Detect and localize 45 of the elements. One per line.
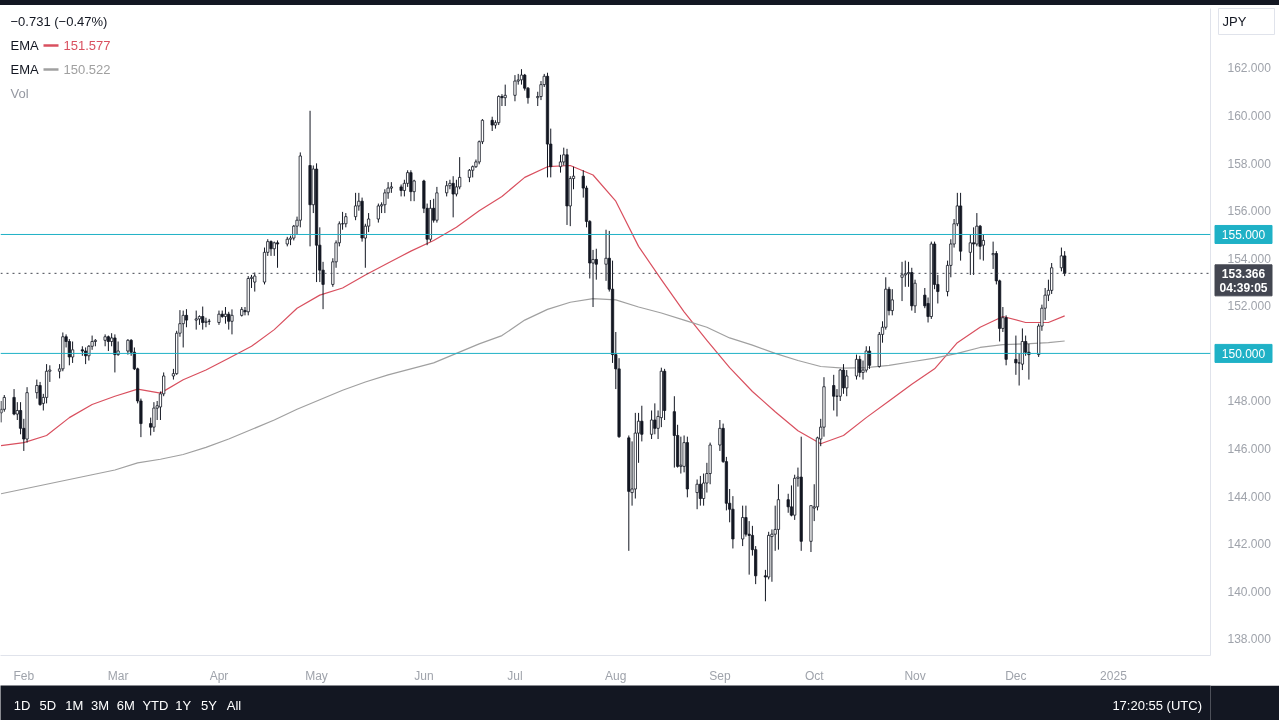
y-tick-label: 146.000	[1227, 442, 1272, 457]
legend-label: EMA	[10, 62, 39, 77]
ref-line-label: 153.366	[1221, 266, 1266, 281]
annotation: 151.577	[63, 38, 111, 53]
y-tick-label: 140.000	[1227, 584, 1272, 599]
x-tick-label: Feb	[13, 668, 35, 683]
x-tick-label: Oct	[804, 668, 825, 683]
y-tick-label: 152.000	[1227, 299, 1272, 314]
text: 1Y	[175, 697, 192, 713]
y-tick-label: 158.000	[1227, 156, 1272, 171]
x-tick-label: Jun	[414, 668, 434, 683]
x-tick-label: Jul	[507, 668, 523, 683]
ref-line-label: 155.000	[1221, 227, 1266, 242]
y-tick-label: 144.000	[1227, 489, 1272, 504]
y-axis-title: JPY	[1222, 14, 1247, 29]
ref-line-label: 150.000	[1221, 346, 1266, 361]
x-tick-label: Mar	[107, 668, 129, 683]
text: 04:39:05	[1219, 281, 1268, 296]
y-tick-label: 154.000	[1227, 251, 1272, 266]
text: 3M	[90, 697, 110, 713]
y-tick-label: 160.000	[1227, 109, 1272, 124]
y-tick-label: 162.000	[1227, 61, 1272, 76]
y-tick-label: 156.000	[1227, 204, 1272, 219]
text: 5D	[39, 697, 57, 713]
x-tick-label: 2025	[1100, 668, 1128, 683]
x-tick-label: Nov	[904, 668, 926, 683]
annotation: 150.522	[63, 62, 111, 77]
text: 1M	[65, 697, 84, 713]
annotation: −0.731 (−0.47%)	[10, 14, 108, 29]
y-tick-label: 142.000	[1227, 537, 1272, 552]
y-tick-label: 138.000	[1227, 632, 1272, 647]
legend-label: EMA	[10, 38, 39, 53]
y-tick-label: 148.000	[1227, 394, 1272, 409]
x-tick-label: Dec	[1005, 668, 1027, 683]
annotation: Vol	[10, 86, 29, 101]
text: 17:20:55 (UTC)	[1112, 697, 1202, 713]
text: 6M	[116, 697, 135, 713]
text: YTD	[142, 697, 169, 713]
x-tick-label: May	[305, 668, 328, 683]
text: 1D	[13, 697, 31, 713]
x-tick-label: Sep	[709, 668, 731, 683]
x-tick-label: Apr	[209, 668, 229, 683]
x-tick-label: Aug	[605, 668, 627, 683]
text: All	[226, 697, 242, 713]
text: 5Y	[201, 697, 218, 713]
